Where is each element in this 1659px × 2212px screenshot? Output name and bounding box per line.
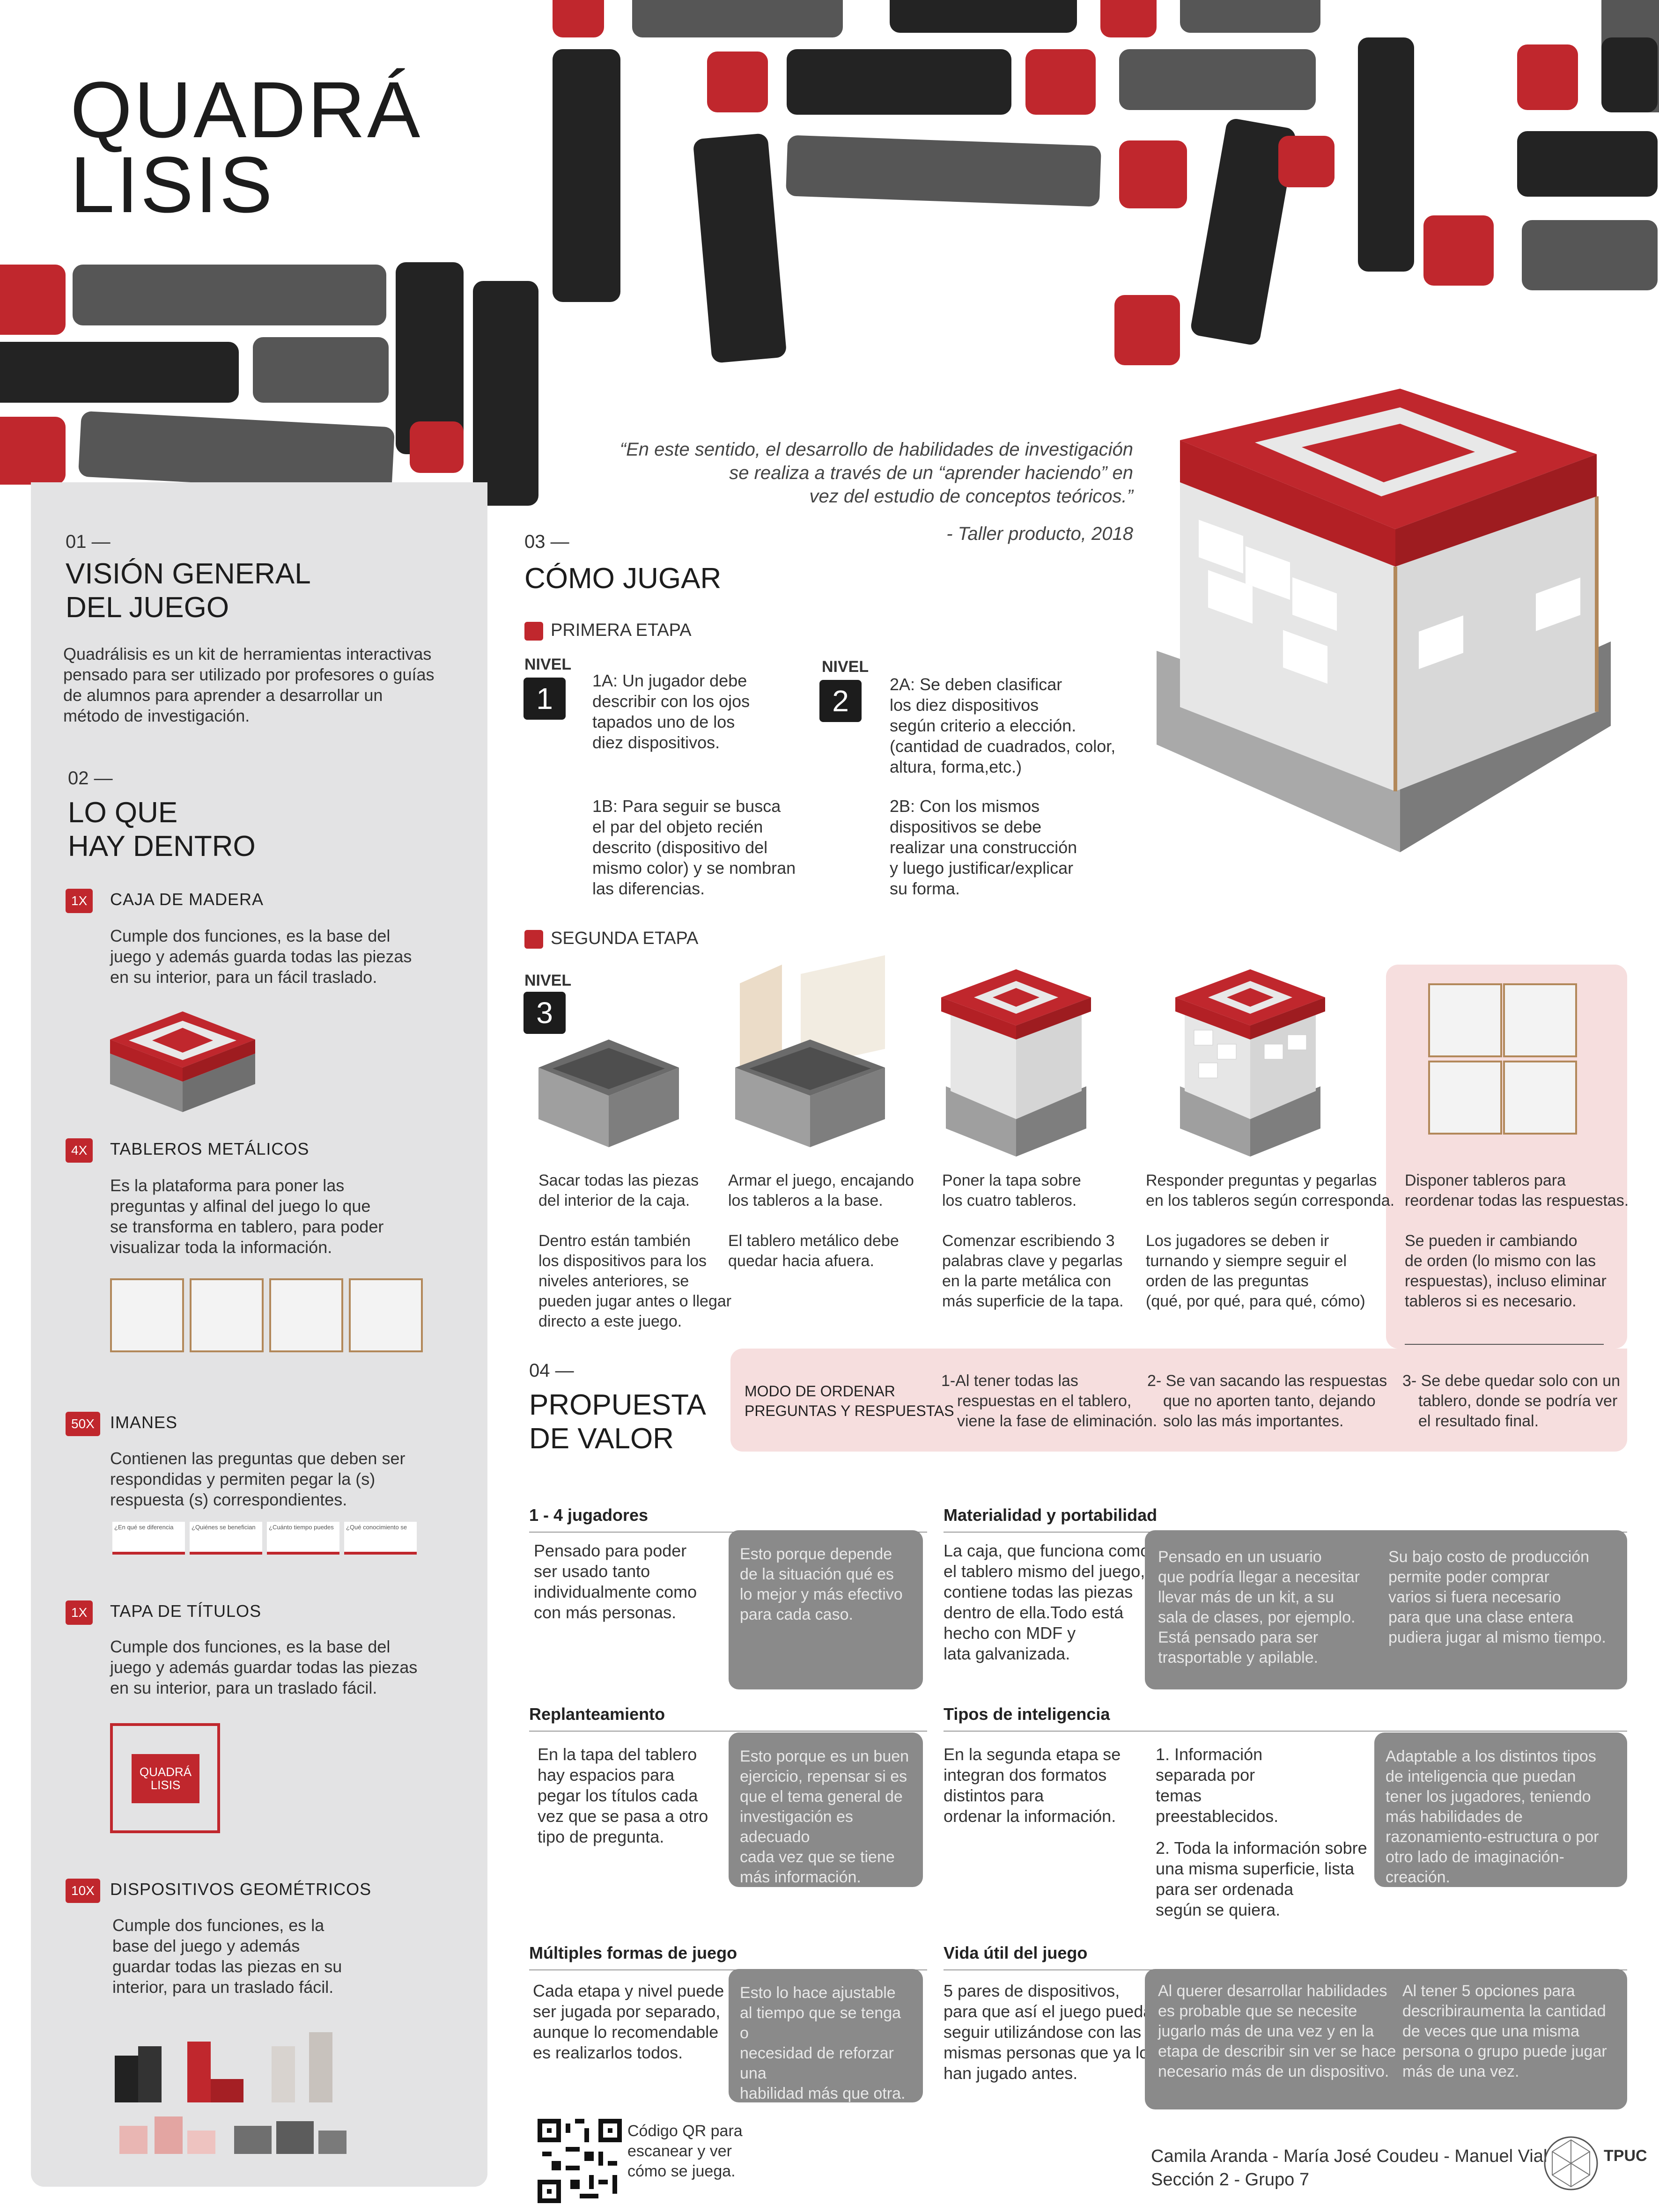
value-card: Esto porque es un buen ejercicio, repens…	[729, 1733, 923, 1887]
value-head: Múltiples formas de juego	[529, 1943, 927, 1970]
item-badge: 1X	[66, 1600, 93, 1625]
section-title-contents: LO QUE HAY DENTRO	[68, 796, 256, 863]
step-1-text: Sacar todas las piezas del interior de l…	[538, 1172, 732, 1330]
step-1-illustration	[538, 1040, 679, 1147]
stage-marker	[524, 929, 543, 949]
value-card: Esto porque depende de la situación qué …	[729, 1530, 923, 1689]
credits: Camila Aranda - María José Coudeu - Manu…	[1151, 2145, 1547, 2191]
item-title: IMANES	[110, 1413, 178, 1432]
item-body: Cumple dos funciones, es la base del jue…	[110, 1637, 418, 1697]
section-number-02: 02 —	[68, 768, 113, 789]
value-card: Esto lo hace ajustable al tiempo que se …	[729, 1969, 923, 2102]
quote-source: - Taller producto, 2018	[946, 524, 1133, 544]
section-title-howto: CÓMO JUGAR	[524, 562, 722, 595]
value-text: Cada etapa y nivel puede ser jugada por …	[533, 1981, 724, 2062]
modo-step-2: 2- Se van sacando las respuestas que no …	[1147, 1372, 1387, 1430]
quote-block: “En este sentido, el desarrollo de habil…	[562, 438, 1133, 546]
stage-1-label: PRIMERA ETAPA	[524, 620, 692, 641]
value-card: Al querer desarrollar habilidades es pro…	[1145, 1969, 1627, 2109]
section-number-03: 03 —	[524, 531, 569, 552]
level-2a-text: 2A: Se deben clasificar los diez disposi…	[890, 675, 1116, 776]
value-head: Materialidad y portabilidad	[944, 1505, 1627, 1533]
logo-line2: LISIS	[70, 140, 274, 229]
vision-title-line1: VISIÓN GENERAL	[66, 558, 311, 590]
divider	[1405, 1344, 1604, 1345]
item-title: TAPA DE TÍTULOS	[110, 1601, 262, 1621]
step-2-illustration	[735, 955, 885, 1147]
step-4-text: Responder preguntas y pegarlas en los ta…	[1146, 1172, 1395, 1310]
nivel-3-number: 3	[524, 992, 566, 1034]
vision-body: Quadrálisis es un kit de herramientas in…	[63, 644, 435, 725]
value-head: Replanteamiento	[529, 1704, 927, 1732]
quote-line1: “En este sentido, el desarrollo de habil…	[619, 439, 1133, 460]
qr-caption: Código QR para escanear y ver cómo se ju…	[627, 2122, 743, 2180]
section-number-01: 01 —	[66, 531, 111, 552]
value-text: En la segunda etapa se integran dos form…	[944, 1745, 1121, 1826]
item-badge: 4X	[66, 1138, 93, 1163]
authors: Camila Aranda - María José Coudeu - Manu…	[1151, 2146, 1548, 2166]
item-body: Es la plataforma para poner las pregunta…	[110, 1176, 384, 1257]
nivel-1-number: 1	[524, 678, 566, 720]
level-1b-text: 1B: Para seguir se busca el par del obje…	[592, 796, 796, 898]
brand-mark: TPUC	[1604, 2147, 1647, 2165]
vision-title-line2: DEL JUEGO	[66, 591, 229, 624]
stage-2-label: SEGUNDA ETAPA	[524, 929, 698, 949]
modo-panel	[730, 1349, 1627, 1452]
item-badge: 1X	[66, 889, 93, 913]
qr-code-icon[interactable]	[538, 2119, 622, 2203]
step-4-illustration	[1175, 969, 1325, 1157]
value-card: Pensado en un usuario que podría llegar …	[1145, 1530, 1627, 1689]
step-5-text: Disponer tableros para reordenar todas l…	[1405, 1172, 1629, 1310]
modo-title: MODO DE ORDENAR PREGUNTAS Y RESPUESTAS	[745, 1383, 954, 1419]
nivel-label: NIVEL	[524, 656, 572, 673]
step-2-text: Armar el juego, encajando los tableros a…	[728, 1172, 914, 1270]
item-title: DISPOSITIVOS GEOMÉTRICOS	[110, 1880, 372, 1899]
value-head: 1 - 4 jugadores	[529, 1505, 927, 1533]
value-card: Adaptable a los distintos tipos de intel…	[1374, 1733, 1627, 1887]
lid-logo: QUADRÁ LISIS	[132, 1754, 199, 1803]
value-list: 1. Información separada por temas preest…	[1156, 1745, 1367, 1919]
item-body: Cumple dos funciones, es la base del jue…	[112, 1916, 342, 1997]
item-badge: 10X	[66, 1879, 100, 1903]
logo-line1: QUADRÁ	[70, 66, 422, 155]
game-box-illustration	[1157, 389, 1611, 852]
nivel-label: NIVEL	[524, 972, 572, 989]
value-text: 5 pares de dispositivos, para que así el…	[944, 1981, 1153, 2083]
item-title: TABLEROS METÁLICOS	[110, 1139, 310, 1158]
stage-marker	[524, 621, 543, 641]
nivel-label: NIVEL	[822, 658, 869, 676]
tpuc-globe-icon	[1544, 2136, 1598, 2190]
step-3-illustration	[941, 969, 1091, 1157]
section-title-value: PROPUESTA DE VALOR	[529, 1389, 706, 1455]
section-title-vision: VISIÓN GENERAL DEL JUEGO	[66, 557, 311, 625]
section-number-04: 04 —	[529, 1360, 574, 1381]
value-text: Pensado para poder ser usado tanto indiv…	[534, 1541, 697, 1622]
wooden-box-illustration	[110, 1011, 255, 1112]
modo-step-3: 3- Se debe quedar solo con un tablero, d…	[1402, 1372, 1621, 1430]
item-badge: 50X	[66, 1412, 100, 1436]
group: Sección 2 - Grupo 7	[1151, 2170, 1309, 2190]
item-body: Cumple dos funciones, es la base del jue…	[110, 926, 412, 987]
quote-line2: se realiza a través de un “aprender haci…	[729, 463, 1133, 483]
value-head: Tipos de inteligencia	[944, 1704, 1627, 1732]
value-text: La caja, que funciona como el tablero mi…	[944, 1541, 1150, 1663]
modo-step-1: 1-Al tener todas las respuestas en el ta…	[941, 1372, 1158, 1430]
item-body: Contienen las preguntas que deben ser re…	[110, 1449, 406, 1509]
value-text: En la tapa del tablero hay espacios para…	[538, 1745, 708, 1846]
level-1a-text: 1A: Un jugador debe describir con los oj…	[592, 671, 750, 752]
value-head: Vida útil del juego	[944, 1943, 1627, 1970]
quote-line3: vez del estudio de conceptos teóricos.”	[809, 486, 1133, 507]
level-2b-text: 2B: Con los mismos dispositivos se debe …	[890, 796, 1077, 898]
nivel-2-number: 2	[819, 680, 862, 722]
step-3-text: Poner la tapa sobre los cuatro tableros.…	[942, 1172, 1124, 1310]
title-lid-illustration: QUADRÁ LISIS	[110, 1723, 220, 1833]
logo: QUADRÁ LISIS	[70, 70, 422, 225]
item-title: CAJA DE MADERA	[110, 890, 264, 909]
